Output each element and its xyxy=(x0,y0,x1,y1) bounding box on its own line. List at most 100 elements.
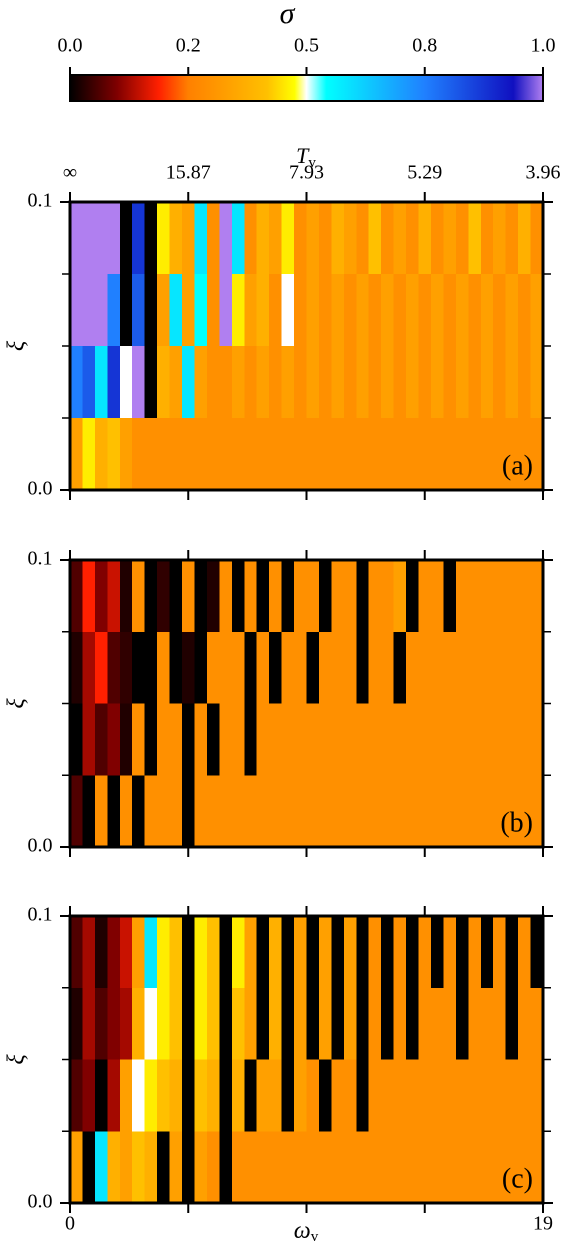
heatmap-cell xyxy=(518,987,532,1060)
heatmap-cell xyxy=(356,418,370,491)
heatmap-cell xyxy=(70,274,83,347)
heatmap-cell xyxy=(132,1059,146,1132)
heatmap-cell xyxy=(169,775,183,848)
heatmap-cell xyxy=(70,987,83,1060)
heatmap-cell xyxy=(294,631,307,704)
heatmap-cell xyxy=(518,775,532,848)
heatmap-cell xyxy=(306,274,320,347)
heatmap-cell xyxy=(107,775,121,848)
heatmap-cell xyxy=(430,703,444,776)
heatmap-cell xyxy=(318,1059,332,1132)
heatmap-cell xyxy=(306,560,320,633)
heatmap-cell xyxy=(306,418,320,491)
heatmap-cell xyxy=(468,775,482,848)
heatmap-cell xyxy=(480,775,494,848)
heatmap-cell xyxy=(318,631,332,704)
heatmap-cell xyxy=(493,560,507,633)
y-label: ξ xyxy=(4,698,30,709)
y-tick-label: 0.0 xyxy=(28,835,53,857)
heatmap-cell xyxy=(107,202,121,275)
heatmap-cell xyxy=(206,631,220,704)
heatmap-cell xyxy=(368,418,382,491)
heatmap-cell xyxy=(82,916,96,989)
heatmap-cell xyxy=(119,1131,133,1204)
heatmap-cell xyxy=(94,346,108,419)
heatmap-cell xyxy=(132,560,146,633)
x2-tick-label: 5.29 xyxy=(407,162,442,184)
heatmap-cell xyxy=(430,1059,444,1132)
heatmap-cell xyxy=(144,560,158,633)
heatmap-cell xyxy=(157,202,171,275)
heatmap-cell xyxy=(518,560,532,633)
heatmap-cell xyxy=(443,1131,457,1204)
heatmap-cell xyxy=(493,202,507,275)
heatmap-cell xyxy=(144,418,158,491)
heatmap-cell xyxy=(381,418,395,491)
heatmap-cell xyxy=(219,987,233,1060)
heatmap-cell xyxy=(368,1059,382,1132)
heatmap-cell xyxy=(393,346,407,419)
heatmap-cell xyxy=(269,560,283,633)
heatmap-cell xyxy=(157,560,171,633)
heatmap-cell xyxy=(182,560,195,633)
heatmap-cell xyxy=(281,274,295,347)
heatmap-cell xyxy=(381,916,395,989)
heatmap-cell xyxy=(343,775,357,848)
heatmap-cell xyxy=(518,418,532,491)
heatmap-cell xyxy=(418,1059,432,1132)
heatmap-cell xyxy=(119,987,133,1060)
heatmap-cell xyxy=(231,346,245,419)
heatmap-cell xyxy=(530,346,544,419)
heatmap-cell xyxy=(468,274,482,347)
heatmap-cell xyxy=(343,274,357,347)
heatmap-cell xyxy=(157,987,171,1060)
heatmap-cell xyxy=(256,987,270,1060)
heatmap-cell xyxy=(119,560,133,633)
heatmap-cell xyxy=(107,916,121,989)
heatmap-cell xyxy=(356,1059,370,1132)
heatmap-cell xyxy=(194,1059,208,1132)
heatmap-cell xyxy=(244,987,258,1060)
heatmap-cell xyxy=(206,1131,220,1204)
heatmap-cell xyxy=(480,703,494,776)
heatmap-cell xyxy=(468,560,482,633)
heatmap-cell xyxy=(381,202,395,275)
colorbar-title: σ xyxy=(280,0,296,30)
heatmap-cell xyxy=(244,418,258,491)
heatmap-cell xyxy=(194,346,208,419)
heatmap-cell xyxy=(518,1131,532,1204)
heatmap-cell xyxy=(505,775,519,848)
heatmap-cell xyxy=(306,202,320,275)
heatmap-cell xyxy=(169,560,183,633)
x2-tick-label: 15.87 xyxy=(166,162,211,184)
heatmap-cell xyxy=(306,916,320,989)
heatmap-cell xyxy=(281,1131,295,1204)
heatmap-cell xyxy=(406,560,420,633)
heatmap-cell xyxy=(294,703,307,776)
x2-tick-label: 7.93 xyxy=(289,162,324,184)
heatmap-cell xyxy=(132,274,146,347)
heatmap-cell xyxy=(318,560,332,633)
heatmap-cell xyxy=(132,1131,146,1204)
heatmap-cell xyxy=(455,916,469,989)
heatmap-cell xyxy=(356,346,370,419)
heatmap-cell xyxy=(455,1131,469,1204)
heatmap-cell xyxy=(356,274,370,347)
heatmap-cell xyxy=(70,1131,83,1204)
heatmap-cell xyxy=(505,560,519,633)
heatmap-cell xyxy=(406,346,420,419)
heatmap-cell xyxy=(144,1131,158,1204)
heatmap-cell xyxy=(418,202,432,275)
heatmap-cell xyxy=(356,202,370,275)
heatmap-cell xyxy=(418,631,432,704)
heatmap-cell xyxy=(107,1059,121,1132)
heatmap-cell xyxy=(132,703,146,776)
heatmap-cell xyxy=(306,1131,320,1204)
heatmap-cell xyxy=(157,703,171,776)
heatmap-cell xyxy=(356,987,370,1060)
heatmap-cell xyxy=(256,775,270,848)
x2-label: Tv xyxy=(296,143,316,171)
heatmap-cell xyxy=(70,418,83,491)
heatmap-cell xyxy=(82,274,96,347)
heatmap-cell xyxy=(256,916,270,989)
